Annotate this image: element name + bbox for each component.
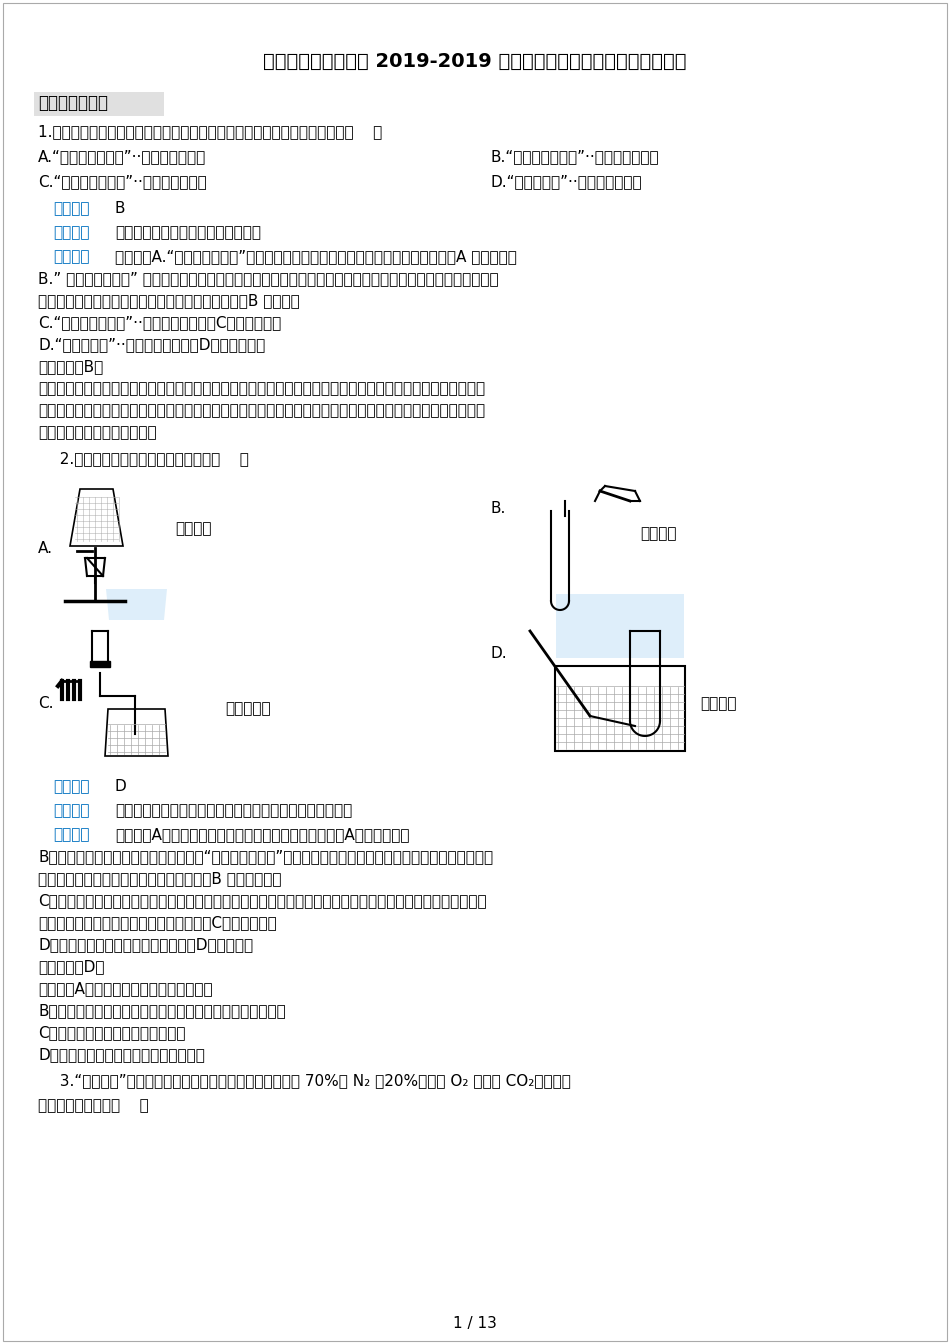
Text: B.“日照香炉生紫烟”··包含了化学变化: B.“日照香炉生紫烟”··包含了化学变化 — [490, 149, 658, 164]
Text: 升起了团团紫烟。没有新的物质生成，是物理变化；B 符合题意: 升起了团团紫烟。没有新的物质生成，是物理变化；B 符合题意 — [38, 293, 300, 308]
Text: 收集氧气: 收集氧气 — [700, 696, 736, 711]
Text: D.: D. — [490, 646, 506, 661]
Polygon shape — [105, 710, 168, 755]
Text: 故答案为：D。: 故答案为：D。 — [38, 960, 104, 974]
Text: 1.以下诗句描述的自然现象跟所涉及到的物质变化的对应关系错误的选项是『    』: 1.以下诗句描述的自然现象跟所涉及到的物质变化的对应关系错误的选项是『 』 — [38, 124, 382, 138]
Text: D、氧气难溶于水，可用排水法收集，D符合题意。: D、氧气难溶于水，可用排水法收集，D符合题意。 — [38, 937, 253, 952]
Text: 【解析】: 【解析】 — [53, 827, 89, 841]
Text: C.“北风卷地白草折”··包含了物理变化，C不符合题意；: C.“北风卷地白草折”··包含了物理变化，C不符合题意； — [38, 314, 281, 331]
Text: 3.“人造空气”帮助人们实现了太空漫步的梦想．其中含有 70%的 N₂ ，20%以上的 O₂ ，还有 CO₂等，以下: 3.“人造空气”帮助人们实现了太空漫步的梦想．其中含有 70%的 N₂ ，20%… — [50, 1073, 571, 1089]
Text: 伴随化学变化。据此分析解答: 伴随化学变化。据此分析解答 — [38, 425, 157, 439]
Text: 物理变化、化学变化的特点及其判别: 物理变化、化学变化的特点及其判别 — [115, 224, 261, 241]
Text: ，那么是物理变化。物理变化和化学变化的联系是：化学变化中一定同时伴随着物理变化，而物理变化中不一定: ，那么是物理变化。物理变化和化学变化的联系是：化学变化中一定同时伴随着物理变化，… — [38, 403, 485, 418]
Text: 【答案】: 【答案】 — [53, 202, 89, 216]
Bar — [90, 661, 110, 667]
Text: C.“北风卷地白草折”··包含了物理变化: C.“北风卷地白草折”··包含了物理变化 — [38, 173, 207, 190]
Text: 【考点】: 【考点】 — [53, 224, 89, 241]
Text: D.“雪尽马蹄轻”··包含了物理变化，D不符合题意。: D.“雪尽马蹄轻”··包含了物理变化，D不符合题意。 — [38, 337, 265, 352]
Text: D: D — [115, 780, 126, 794]
Text: B.: B. — [490, 501, 505, 516]
Text: 河北省邢台市临城县 2019-2019 学年九年级上学期化学期中考试试卷: 河北省邢台市临城县 2019-2019 学年九年级上学期化学期中考试试卷 — [263, 52, 687, 71]
Text: B: B — [115, 202, 125, 216]
Text: 【解答】A、烧杯不能直接加热，底部要垫一张石棉网，A不符合题意；: 【解答】A、烧杯不能直接加热，底部要垫一张石棉网，A不符合题意； — [115, 827, 409, 841]
Text: B取用大颗粒固体时，要将固体放在试管口，慢慢的立起试管: B取用大颗粒固体时，要将固体放在试管口，慢慢的立起试管 — [38, 1003, 286, 1017]
Text: 【答案】: 【答案】 — [53, 780, 89, 794]
Polygon shape — [106, 589, 167, 620]
Text: 实验室常见的付器及使用，药品的取用，检查装置的气密性: 实验室常见的付器及使用，药品的取用，检查装置的气密性 — [115, 802, 352, 818]
Polygon shape — [555, 667, 685, 751]
Polygon shape — [556, 594, 684, 659]
Text: B、取用大颗粒的固体药品的操作要领是“一平二放三慢刎”，即要先将试管横放，然后把药品放在试管口，再慢: B、取用大颗粒的固体药品的操作要领是“一平二放三慢刎”，即要先将试管横放，然后把… — [38, 849, 493, 864]
Text: D氧气不易溢于水因此可以用排水法收集: D氧气不易溢于水因此可以用排水法收集 — [38, 1047, 205, 1062]
Text: 加热液体: 加热液体 — [175, 521, 212, 536]
Text: C、该装置检查气密性的方法是：用止水夹夹住橡皮管，然后往长颈漏斗中加水，看长颈漏斗内能否形成一段水: C、该装置检查气密性的方法是：用止水夹夹住橡皮管，然后往长颈漏斗中加水，看长颈漏… — [38, 892, 486, 909]
Text: D.“雪尽马蹄轻”··包含了物理变化: D.“雪尽马蹄轻”··包含了物理变化 — [490, 173, 641, 190]
Text: A.“春风又绳江南岸”··包含了化学变化: A.“春风又绳江南岸”··包含了化学变化 — [38, 149, 206, 164]
Text: B.” 日照香炉生紫烟” 的意思是：由于瀑布飞泧，水汽蒸腾而上，在丽日照耀下，俷佛有座顶天立地的香炉冈冈: B.” 日照香炉生紫烟” 的意思是：由于瀑布飞泧，水汽蒸腾而上，在丽日照耀下，俷… — [38, 271, 499, 286]
Text: 说法正确的选项是『    』: 说法正确的选项是『 』 — [38, 1098, 149, 1113]
Text: 慢的竖起试管，使药品滑落到试管的底部，B 不符合题意；: 慢的竖起试管，使药品滑落到试管的底部，B 不符合题意； — [38, 871, 281, 886]
Text: 2.以下实验装置或操作正确的选项是『    』: 2.以下实验装置或操作正确的选项是『 』 — [50, 452, 249, 466]
Text: 【分析】物理变化和化学变化的根本区别在于是否有新物质生成，如果有新物质生成，那么属于化学变化；反之: 【分析】物理变化和化学变化的根本区别在于是否有新物质生成，如果有新物质生成，那么… — [38, 380, 485, 396]
Polygon shape — [70, 489, 123, 546]
Text: 检查气密性: 检查气密性 — [225, 702, 271, 716]
Text: 【考点】: 【考点】 — [53, 802, 89, 818]
Text: 柱，假设能，那么说明装置的气密性良好，C不符合题意；: 柱，假设能，那么说明装置的气密性良好，C不符合题意； — [38, 915, 276, 930]
Text: 一、单项选择题: 一、单项选择题 — [38, 94, 108, 112]
Text: 参加固体: 参加固体 — [640, 526, 676, 542]
Text: C根据装置起名检查的原理分析解答: C根据装置起名检查的原理分析解答 — [38, 1025, 185, 1040]
Text: 【分析】A根据烧杯不能直接加热分析解答: 【分析】A根据烧杯不能直接加热分析解答 — [38, 981, 213, 996]
Text: C.: C. — [38, 696, 53, 711]
Text: 1 / 13: 1 / 13 — [453, 1316, 497, 1331]
Text: 【解析】: 【解析】 — [53, 249, 89, 263]
Text: A.: A. — [38, 542, 53, 556]
Text: 【解答】A.“春风又绳江南岸”，有植物的生长过程，包含了光合作用等化学变化；A 不符合题意: 【解答】A.“春风又绳江南岸”，有植物的生长过程，包含了光合作用等化学变化；A … — [115, 249, 517, 263]
Text: 故答案为：B。: 故答案为：B。 — [38, 359, 104, 374]
Bar — [34, 91, 164, 116]
